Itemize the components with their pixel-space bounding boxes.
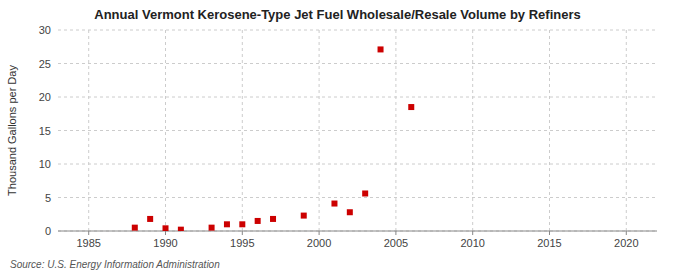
point — [147, 216, 153, 222]
x-grid-line — [472, 30, 473, 231]
y-tick-label: 0 — [45, 225, 51, 237]
x-grid-line — [165, 30, 166, 231]
y-grid-line — [58, 164, 657, 165]
point — [408, 104, 414, 110]
x-grid-line — [626, 30, 627, 231]
x-tick-label: 2015 — [537, 237, 561, 249]
point — [224, 221, 230, 227]
x-tick — [626, 231, 627, 235]
source: Source: U.S. Energy Information Administ… — [10, 259, 220, 270]
x-tick — [165, 231, 166, 235]
point — [178, 227, 184, 231]
y-tick-label: 15 — [39, 125, 51, 137]
x-tick — [472, 231, 473, 235]
x-tick — [88, 231, 89, 235]
x-grid-line — [242, 30, 243, 231]
y-tick-label: 30 — [39, 24, 51, 36]
x-tick-label: 1995 — [230, 237, 254, 249]
grid — [58, 30, 657, 231]
x-grid-line — [395, 30, 396, 231]
x-grid-line — [549, 30, 550, 231]
axes: 0 5 10 15 20 25 30 1985 1990 1995 2000 2005 2010 2015… — [39, 24, 657, 249]
y-tick-label: 10 — [39, 158, 51, 170]
x-grid-line — [88, 30, 89, 231]
y-tick-label: 20 — [39, 91, 51, 103]
x-tick — [242, 231, 243, 235]
x-tick-label: 1985 — [76, 237, 100, 249]
x-tick — [549, 231, 550, 235]
point — [132, 225, 138, 231]
y-grid-line — [58, 197, 657, 198]
x-grid-line — [319, 30, 320, 231]
point — [362, 190, 368, 196]
y-axis-label: Thousand Gallons per Day — [6, 65, 18, 196]
chart-svg: Annual Vermont Kerosene-Type Jet Fuel Wh… — [0, 0, 675, 275]
x-tick-label: 1990 — [153, 237, 177, 249]
chart-container: Annual Vermont Kerosene-Type Jet Fuel Wh… — [0, 0, 675, 275]
y-tick-label: 5 — [45, 192, 51, 204]
point — [255, 218, 261, 224]
point — [270, 216, 276, 222]
point — [378, 46, 384, 52]
y-grid-line — [58, 130, 657, 131]
x-axis-line — [58, 231, 657, 232]
title: Annual Vermont Kerosene-Type Jet Fuel Wh… — [94, 7, 580, 22]
point — [347, 209, 353, 215]
point — [239, 221, 245, 227]
x-tick — [395, 231, 396, 235]
point — [163, 225, 169, 231]
x-tick — [319, 231, 320, 235]
y-grid-line — [58, 231, 657, 232]
points — [132, 46, 414, 231]
y-grid-line — [58, 63, 657, 64]
x-tick-label: 2000 — [307, 237, 331, 249]
point — [209, 225, 215, 231]
y-grid-line — [58, 30, 657, 31]
y-grid-line — [58, 97, 657, 98]
point — [301, 213, 307, 219]
x-tick-label: 2020 — [614, 237, 638, 249]
x-tick-label: 2010 — [460, 237, 484, 249]
point — [331, 201, 337, 207]
x-tick-label: 2005 — [384, 237, 408, 249]
y-tick-label: 25 — [39, 58, 51, 70]
